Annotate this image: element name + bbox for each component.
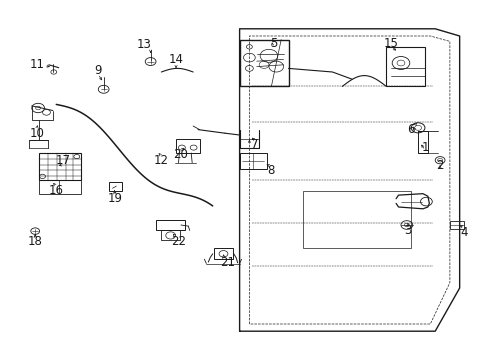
Text: 14: 14 [168, 53, 183, 66]
Bar [239, 40, 288, 86]
Bar [108, 182, 122, 191]
Bar [303, 191, 410, 248]
Text: 19: 19 [107, 192, 122, 204]
Bar [39, 153, 81, 180]
Bar [176, 139, 199, 153]
Text: 11: 11 [29, 58, 44, 71]
Text: 20: 20 [173, 148, 188, 161]
Text: 4: 4 [460, 226, 468, 239]
Text: 16: 16 [49, 184, 63, 197]
Text: 17: 17 [56, 154, 71, 167]
Bar [161, 230, 180, 240]
Text: 15: 15 [383, 37, 398, 50]
Bar [155, 220, 184, 230]
Bar [386, 47, 425, 86]
Text: 18: 18 [28, 235, 42, 248]
Bar [214, 248, 232, 259]
Bar [239, 153, 266, 169]
Bar [449, 221, 463, 229]
Text: 13: 13 [137, 39, 151, 51]
Text: 21: 21 [220, 256, 234, 269]
Text: 8: 8 [267, 165, 275, 177]
Bar [417, 131, 427, 153]
Text: 1: 1 [421, 141, 428, 154]
Text: 10: 10 [29, 127, 44, 140]
Text: 22: 22 [171, 235, 185, 248]
Text: 9: 9 [94, 64, 102, 77]
Text: 2: 2 [435, 159, 443, 172]
Text: 6: 6 [406, 123, 414, 136]
Text: 12: 12 [154, 154, 168, 167]
Text: 3: 3 [404, 224, 411, 237]
Text: 5: 5 [269, 37, 277, 50]
Text: 7: 7 [250, 138, 258, 150]
Bar [39, 180, 81, 194]
